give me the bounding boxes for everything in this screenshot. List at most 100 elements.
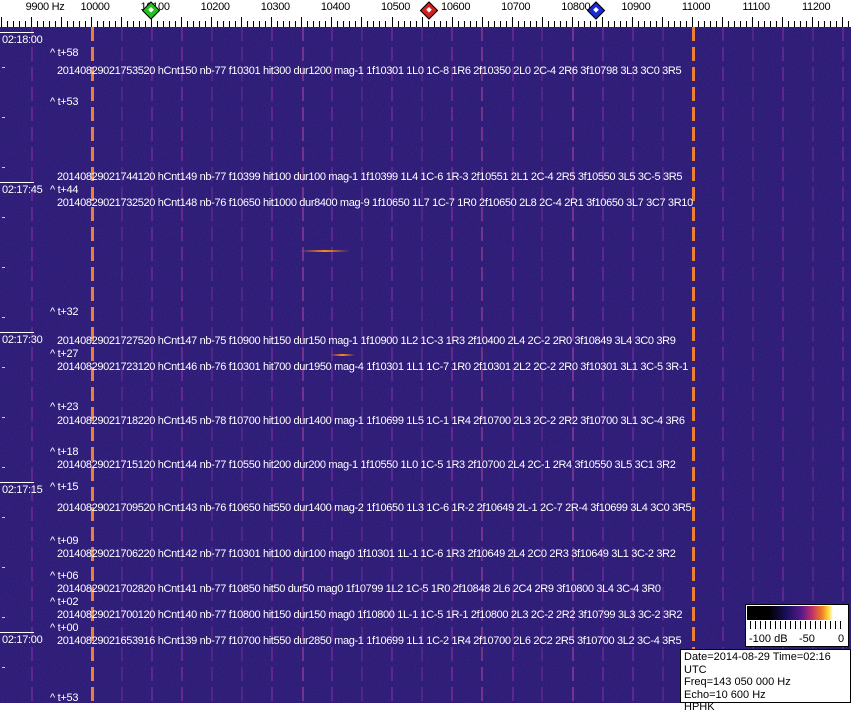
signal-line [181,27,183,703]
time-tick [2,117,5,118]
axis-tick [800,21,801,27]
axis-tick [452,17,453,27]
axis-tick [398,21,399,27]
axis-tick [788,21,789,27]
axis-tick [13,21,14,27]
axis-tick [229,21,230,27]
time-offset-label: ^ t+00 [50,622,79,634]
axis-tick [349,21,350,27]
axis-tick [716,21,717,27]
colorbar-legend: -100 dB -50 0 [745,604,849,647]
signal-line [541,27,543,703]
axis-tick [19,21,20,27]
axis-tick [620,21,621,27]
axis-tick [740,21,741,27]
time-tick [2,217,5,218]
signal-line [512,27,514,703]
colorbar-label-min: -100 dB [749,633,788,645]
detection-record: 20140829021700120 hCnt140 nb-77 f10800 h… [57,609,683,621]
axis-tick [379,21,380,27]
axis-tick [656,21,657,27]
axis-tick [73,21,74,27]
axis-tick [536,21,537,27]
axis-tick [175,21,176,27]
axis-tick [482,17,483,27]
axis-label: 11000 [681,1,711,13]
axis-label: 10400 [320,1,350,13]
axis-tick [572,17,573,27]
time-offset-label: ^ t+53 [50,96,79,108]
meteor-echo [300,250,350,252]
colorbar-gradient [747,606,847,620]
frequency-axis: 9900 Hz100001010010200103001040010500106… [0,0,851,27]
signal-line [481,27,483,703]
axis-tick [109,21,110,27]
axis-label: 10800 [561,1,591,13]
axis-tick [392,17,393,27]
axis-tick [512,17,513,27]
axis-tick [518,21,519,27]
axis-tick [331,17,332,27]
detection-record: 20140829021718220 hCnt145 nb-78 f10700 h… [57,415,685,427]
axis-tick [163,21,164,27]
time-tick [2,567,5,568]
axis-tick [416,21,417,27]
axis-tick [758,21,759,27]
signal-line [752,27,754,703]
axis-tick [446,21,447,27]
axis-tick [43,21,44,27]
axis-tick [301,17,302,27]
axis-tick [7,21,8,27]
signal-line [91,27,94,703]
axis-tick [223,21,224,27]
signal-line [662,27,664,703]
time-offset-label: ^ t+58 [50,47,79,59]
axis-tick [241,17,242,27]
axis-tick [25,21,26,27]
axis-tick [91,17,92,27]
axis-tick [85,21,86,27]
axis-tick [626,21,627,27]
axis-tick [404,21,405,27]
axis-tick [848,21,849,27]
axis-tick [211,17,212,27]
axis-tick [776,21,777,27]
info-box: Date=2014-08-29 Time=02:16 UTC Freq=143 … [680,649,851,713]
time-tick [2,267,5,268]
axis-tick [590,21,591,27]
axis-tick [602,17,603,27]
axis-tick [818,21,819,27]
axis-tick [470,21,471,27]
detection-record: 20140829021744120 hCnt149 nb-77 f10399 h… [57,171,683,183]
axis-tick [127,21,128,27]
axis-tick [668,21,669,27]
time-label: 02:18:00 [0,32,43,46]
axis-tick [247,21,248,27]
detection-record: 20140829021732520 hCnt148 nb-76 f10650 h… [57,197,693,209]
signal-line [31,27,33,703]
axis-tick [337,21,338,27]
time-label: 02:17:00 [0,632,43,646]
time-tick [2,317,5,318]
axis-tick [812,17,813,27]
axis-tick [385,21,386,27]
axis-tick [199,21,200,27]
time-offset-label: ^ t+53 [50,692,79,703]
colorbar-label-mid: -50 [799,633,815,645]
axis-tick [782,17,783,27]
signal-line [722,27,724,703]
time-tick [2,467,5,468]
axis-tick [235,21,236,27]
time-offset-label: ^ t+27 [50,348,79,360]
info-date-time: Date=2014-08-29 Time=02:16 UTC [684,651,831,676]
detection-record: 20140829021709520 hCnt143 nb-76 f10650 h… [57,502,692,514]
axis-tick [151,17,152,27]
axis-tick [217,21,218,27]
axis-tick [440,21,441,27]
axis-tick [584,21,585,27]
axis-tick [325,21,326,27]
axis-tick [644,21,645,27]
time-offset-label: ^ t+02 [50,596,79,608]
axis-label: 10600 [441,1,471,13]
axis-tick [476,21,477,27]
